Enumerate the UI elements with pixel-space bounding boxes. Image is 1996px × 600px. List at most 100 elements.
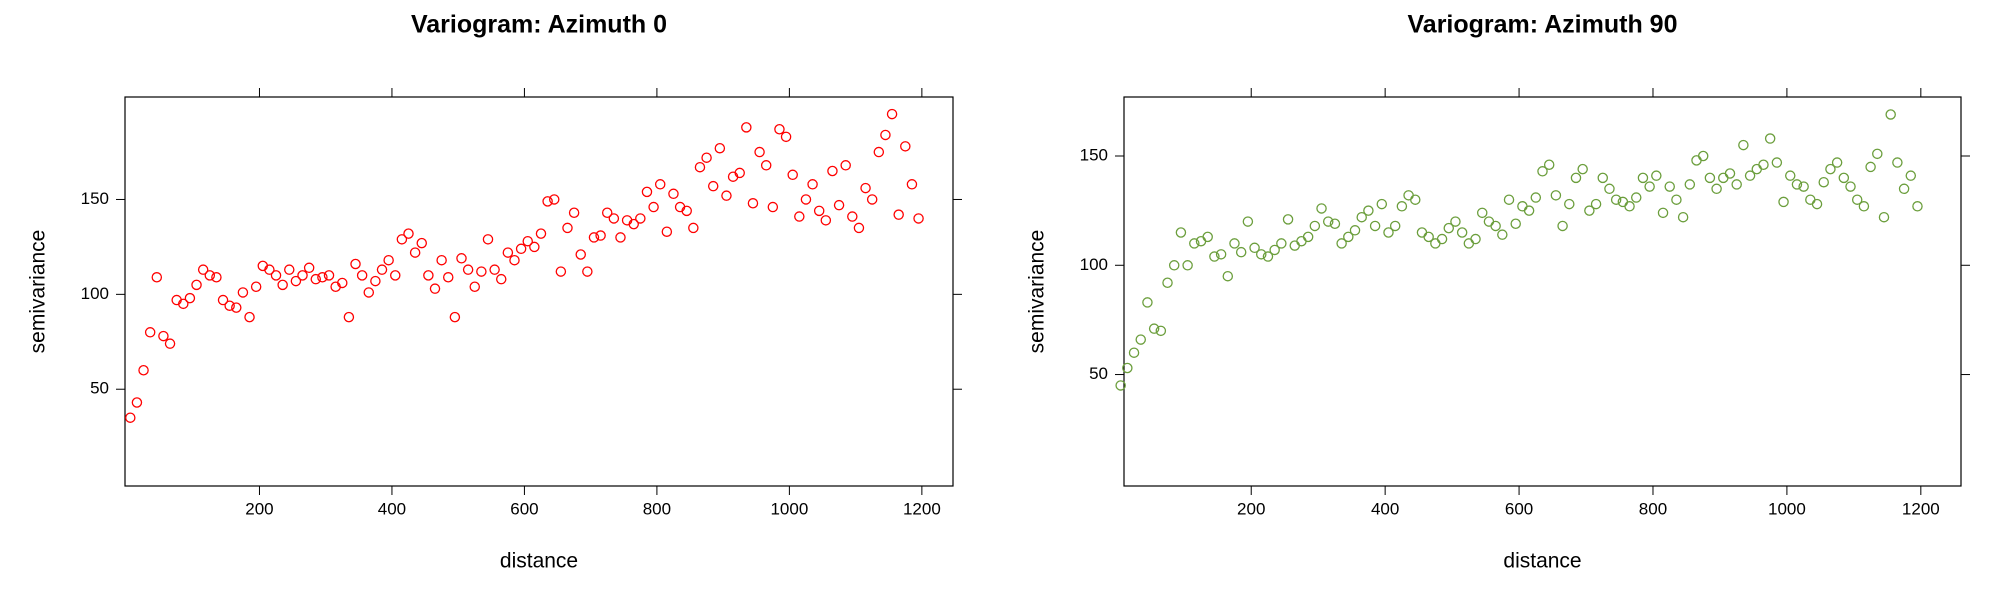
point: [1443, 222, 1455, 234]
point: [542, 196, 553, 207]
point: [1128, 347, 1140, 358]
point: [125, 412, 136, 423]
point: [1758, 159, 1769, 170]
point: [416, 237, 428, 249]
x-axis-label: distance: [500, 550, 578, 573]
point: [661, 226, 673, 237]
y-tick-label: 150: [1080, 145, 1108, 164]
point: [1202, 231, 1213, 243]
point: [1724, 168, 1736, 179]
point: [509, 254, 520, 266]
point: [1537, 166, 1548, 177]
point: [1878, 211, 1890, 223]
point: [1858, 201, 1870, 212]
point: [231, 302, 242, 313]
point: [244, 311, 255, 323]
point: [1242, 216, 1254, 227]
point: [1336, 238, 1347, 249]
plot-frame: [1123, 96, 1962, 487]
point: [588, 232, 600, 243]
point: [562, 222, 573, 234]
point: [250, 281, 262, 293]
point: [1456, 227, 1468, 238]
point: [1584, 205, 1595, 216]
y-tick-label: 50: [1089, 364, 1108, 383]
point: [1470, 233, 1481, 245]
point: [1697, 150, 1709, 162]
chart-title: Variogram: Azimuth 0: [411, 11, 667, 39]
point: [489, 264, 500, 275]
point: [548, 194, 560, 205]
point: [1209, 251, 1220, 262]
point: [800, 194, 812, 205]
point: [787, 169, 798, 181]
point: [1771, 157, 1783, 168]
point: [1738, 139, 1749, 151]
point: [456, 253, 467, 264]
point: [1503, 194, 1515, 205]
point: [1510, 218, 1521, 230]
point: [1483, 216, 1495, 227]
point: [237, 287, 249, 298]
point: [1785, 170, 1796, 181]
point: [1148, 323, 1160, 334]
point: [886, 108, 898, 120]
point: [1229, 238, 1240, 249]
point: [701, 152, 712, 163]
point: [277, 279, 288, 291]
point: [1590, 198, 1602, 210]
point: [462, 264, 474, 275]
point: [323, 270, 335, 281]
point: [1249, 242, 1260, 254]
point: [390, 270, 401, 281]
plot-frame: [124, 96, 954, 487]
point: [1898, 183, 1910, 195]
point: [688, 222, 699, 234]
point: [522, 235, 533, 247]
point: [1430, 238, 1441, 249]
point: [1115, 380, 1126, 391]
point: [303, 262, 315, 274]
point: [264, 264, 275, 275]
point: [356, 270, 368, 281]
point: [641, 186, 653, 198]
point: [628, 218, 639, 230]
point: [1316, 203, 1327, 214]
point: [1811, 198, 1823, 210]
point: [158, 330, 169, 342]
point: [1222, 270, 1234, 282]
point: [151, 272, 163, 283]
point: [383, 254, 394, 266]
x-tick-label: 1000: [770, 499, 808, 518]
point: [1657, 207, 1669, 219]
point: [1838, 172, 1850, 184]
point: [1711, 183, 1722, 195]
point: [1389, 220, 1401, 232]
point: [370, 275, 381, 287]
point: [1684, 179, 1696, 190]
point: [1396, 201, 1408, 212]
point: [1644, 181, 1655, 192]
point: [893, 209, 904, 220]
point: [1704, 172, 1716, 184]
point: [741, 122, 752, 133]
point: [601, 207, 613, 219]
y-tick-label: 50: [90, 379, 109, 398]
point: [138, 364, 149, 376]
point: [535, 228, 547, 239]
x-tick-label: 1200: [1902, 499, 1940, 518]
point: [866, 194, 878, 205]
x-tick-label: 800: [1639, 499, 1667, 518]
point: [635, 213, 646, 224]
point: [774, 124, 785, 135]
point: [734, 167, 745, 179]
point: [396, 234, 408, 245]
point: [1302, 231, 1314, 243]
point: [780, 131, 792, 143]
point: [568, 207, 580, 219]
point: [1892, 157, 1903, 168]
y-axis-label: semivariance: [27, 230, 50, 354]
point: [529, 241, 540, 253]
point: [847, 211, 858, 222]
